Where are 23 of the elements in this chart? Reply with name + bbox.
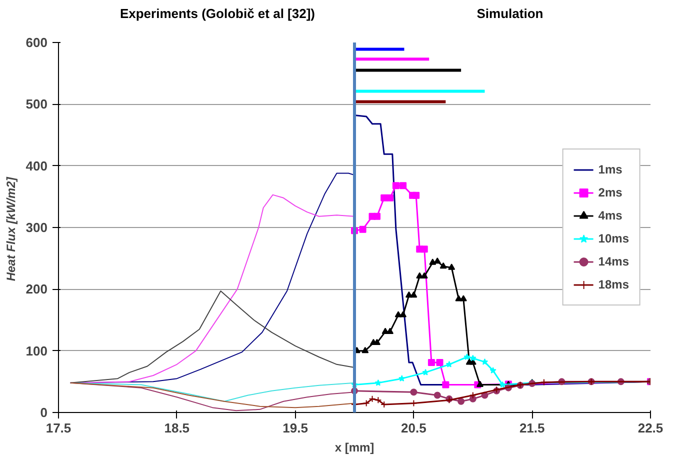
y-tick-label: 0 <box>40 405 48 420</box>
x-tick-label: 19.5 <box>282 420 308 436</box>
y-axis-title: Heat Flux [kW/m2] <box>4 176 18 282</box>
legend-label: 10ms <box>598 232 629 246</box>
legend-label: 1ms <box>598 162 622 176</box>
legend-label: 2ms <box>598 186 622 200</box>
x-tick-label: 18.5 <box>164 420 190 436</box>
y-tick-label: 300 <box>26 220 48 235</box>
y-tick-label: 600 <box>26 35 48 50</box>
legend-label: 4ms <box>598 208 622 222</box>
x-axis-title: x [mm] <box>334 440 374 454</box>
x-tick-label: 21.5 <box>519 420 545 436</box>
y-tick-label: 100 <box>26 343 48 358</box>
y-tick-label: 400 <box>26 158 48 174</box>
x-tick-label: 22.5 <box>638 420 664 436</box>
y-tick-label: 200 <box>26 282 48 297</box>
text: Simulation <box>476 5 544 23</box>
legend-label: 18ms <box>598 278 629 292</box>
x-tick-label: 20.5 <box>401 420 426 436</box>
x-tick-label: 17.5 <box>46 420 72 436</box>
text: Experiments (Golobič et al [32]) <box>120 5 315 23</box>
legend-label: 14ms <box>598 254 629 268</box>
y-tick-label: 500 <box>26 96 48 112</box>
